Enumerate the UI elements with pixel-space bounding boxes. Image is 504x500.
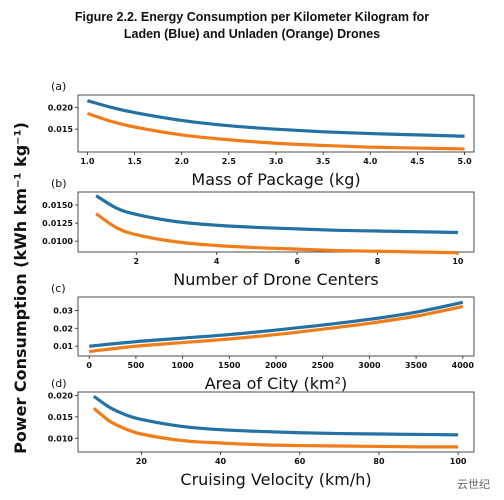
y-tick-label: 0.01 xyxy=(53,342,73,351)
x-tick-label: 2.5 xyxy=(222,157,237,166)
y-tick-label: 0.020 xyxy=(48,391,74,400)
panel-letter: (c) xyxy=(51,282,66,295)
figure-title-line1: Figure 2.2. Energy Consumption per Kilom… xyxy=(74,10,430,24)
panel-2: (c) 0 500 1000 1500 2000 2500 3000 3500 4000 0.01 0… xyxy=(51,282,475,393)
y-axis-label: Power Consumption (kWh km⁻¹ kg⁻¹) xyxy=(11,122,30,454)
x-tick-label: 40 xyxy=(215,457,227,466)
y-tick-label: 0.0150 xyxy=(42,201,73,210)
x-axis-label: Mass of Package (kg) xyxy=(191,170,360,189)
x-tick-label: 6 xyxy=(294,257,300,266)
y-tick-label: 0.0100 xyxy=(42,237,73,246)
series-line-laden xyxy=(89,300,464,348)
panels: (a)1.0 1.5 2.0 2.5 3.0 3.5 4.0 4.5 5.00.0150.020… xyxy=(42,80,475,489)
x-tick-label: 0 xyxy=(86,361,92,370)
x-tick-label: 4.0 xyxy=(363,157,378,166)
panel-letter: (a) xyxy=(51,80,66,93)
series-line-laden xyxy=(92,394,459,437)
x-tick-label: 10 xyxy=(452,257,464,266)
y-tick-label: 0.03 xyxy=(53,306,73,315)
series-line-unladen xyxy=(89,304,464,354)
x-tick-label: 2 xyxy=(134,257,140,266)
x-axis-label: Area of City (km²) xyxy=(205,374,348,393)
x-axis-label: Cruising Velocity (km/h) xyxy=(180,470,371,489)
panel-3: (d) 20 40 60 80 100 0.010 0.015 0.020 Cruising Ve… xyxy=(48,377,475,489)
x-tick-label: 3.0 xyxy=(269,157,284,166)
y-tick-label: 0.020 xyxy=(48,103,74,112)
y-tick-label: 0.015 xyxy=(48,125,74,134)
x-tick-label: 5.0 xyxy=(457,157,472,166)
x-tick-label: 60 xyxy=(294,457,306,466)
x-tick-label: 2500 xyxy=(312,361,335,370)
series-line-unladen xyxy=(95,212,458,255)
panel-letter: (b) xyxy=(51,177,67,190)
y-tick-label: 0.0125 xyxy=(42,219,73,228)
x-tick-label: 3.5 xyxy=(316,157,331,166)
x-tick-label: 2.0 xyxy=(175,157,190,166)
series-line-unladen xyxy=(92,407,459,449)
x-tick-label: 4.5 xyxy=(410,157,425,166)
x-tick-label: 8 xyxy=(375,257,381,266)
y-tick-label: 0.010 xyxy=(48,434,74,443)
x-tick-label: 500 xyxy=(128,361,145,370)
x-axis-label: Number of Drone Centers xyxy=(173,270,378,289)
plot-frame xyxy=(77,391,475,453)
x-tick-label: 100 xyxy=(450,457,467,466)
figure-title-line2: Laden (Blue) and Unladen (Orange) Drones xyxy=(123,27,381,41)
panel-letter: (d) xyxy=(51,377,67,390)
plot-frame xyxy=(77,191,475,253)
panel-0: (a) 1.0 1.5 2.0 2.5 3.0 3.5 4.0 4.5 5.0 0.015 0.020… xyxy=(48,80,475,189)
panel-1: (b) 2 4 6 8 10 0.0100 0.0125 0.0150 Number of Dro… xyxy=(42,177,475,289)
series-line-laden xyxy=(86,99,465,138)
x-tick-label: 3500 xyxy=(405,361,428,370)
x-tick-label: 1000 xyxy=(171,361,194,370)
x-tick-label: 4000 xyxy=(452,361,475,370)
x-tick-label: 4 xyxy=(214,257,220,266)
x-tick-label: 1.0 xyxy=(80,157,95,166)
watermark-text: 云世纪 xyxy=(457,478,490,491)
y-tick-label: 0.02 xyxy=(53,324,73,333)
x-tick-label: 1.5 xyxy=(127,157,142,166)
x-tick-label: 1500 xyxy=(218,361,241,370)
x-tick-label: 20 xyxy=(136,457,148,466)
series-line-unladen xyxy=(86,111,465,151)
x-tick-label: 80 xyxy=(373,457,385,466)
x-tick-label: 2000 xyxy=(265,361,288,370)
x-tick-label: 3000 xyxy=(358,361,381,370)
y-tick-label: 0.015 xyxy=(48,413,74,422)
series-line-laden xyxy=(95,194,458,235)
